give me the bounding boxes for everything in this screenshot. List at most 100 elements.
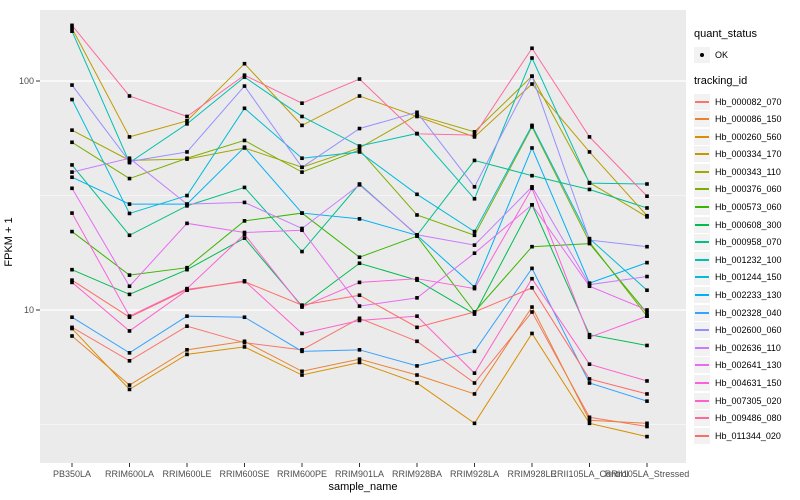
legend-item-label: Hb_000958_070 — [715, 237, 782, 248]
data-point — [300, 211, 304, 215]
data-point — [645, 206, 649, 210]
data-point — [530, 74, 534, 78]
data-point — [587, 362, 592, 366]
data-point — [185, 221, 189, 226]
legend-item-label: Hb_001232_100 — [715, 254, 782, 265]
data-point — [357, 304, 362, 308]
legend-line-swatch — [694, 339, 710, 356]
legend-quant-status-section: quant_status OK — [694, 28, 798, 63]
legend-item-Hb_002600_060: Hb_002600_060 — [694, 322, 798, 339]
legend-item-Hb_002328_040: Hb_002328_040 — [694, 304, 798, 321]
legend-item-Hb_000334_170: Hb_000334_170 — [694, 146, 798, 163]
legend-line-swatch — [694, 357, 710, 374]
data-point — [472, 392, 477, 396]
data-point — [357, 316, 362, 321]
data-point — [415, 373, 419, 377]
data-point — [530, 276, 534, 281]
data-point — [415, 339, 419, 344]
data-point — [472, 130, 477, 134]
data-point — [530, 82, 534, 86]
legend-line-swatch — [694, 427, 710, 444]
data-point — [242, 145, 247, 149]
data-point — [357, 77, 362, 81]
data-point — [127, 159, 132, 164]
legend-line-swatch — [694, 375, 710, 391]
data-point — [415, 113, 419, 117]
data-point — [300, 331, 304, 336]
data-point — [127, 383, 132, 387]
data-point — [300, 123, 304, 128]
data-point — [70, 326, 74, 331]
data-point — [415, 314, 419, 318]
data-point — [242, 200, 247, 205]
data-point — [242, 75, 247, 79]
legend-tracking-id-section: tracking_id Hb_000082_070 Hb_000086_150 Hb… — [694, 75, 798, 444]
x-tick-label: RRIM600LA — [105, 469, 154, 479]
legend-item-Hb_011344_020: Hb_011344_020 — [694, 427, 798, 444]
data-point — [530, 266, 534, 271]
data-point — [357, 150, 362, 154]
x-tick-label: RRIM600SE — [219, 469, 269, 479]
data-point — [185, 287, 189, 292]
data-point — [587, 181, 592, 185]
data-point — [645, 215, 649, 219]
data-point — [645, 421, 649, 426]
data-point — [530, 202, 534, 207]
data-point — [127, 387, 132, 392]
data-point — [357, 217, 362, 221]
data-point — [127, 359, 132, 363]
data-point — [472, 229, 477, 234]
data-point — [300, 373, 304, 377]
legend-item-label: Hb_002328_040 — [715, 307, 782, 318]
data-point — [127, 273, 132, 277]
data-point — [357, 261, 362, 266]
data-point — [415, 132, 419, 136]
data-point — [70, 278, 74, 282]
legend-item-label: Hb_002233_130 — [715, 290, 782, 301]
data-point — [472, 158, 477, 163]
data-point — [70, 315, 74, 320]
data-point — [242, 315, 247, 320]
y-axis-title: FPKM + 1 — [3, 217, 15, 267]
x-axis-title: sample_name — [328, 481, 398, 493]
data-point — [415, 213, 419, 217]
data-point — [127, 156, 132, 161]
data-point — [127, 284, 132, 289]
legend-item-label: Hb_000376_060 — [715, 184, 782, 195]
data-point — [587, 335, 592, 340]
data-point — [415, 381, 419, 385]
data-point — [70, 334, 74, 338]
data-point — [357, 348, 362, 352]
x-tick-label: RRIM600PE — [277, 469, 327, 479]
data-point — [185, 267, 189, 272]
data-point — [300, 156, 304, 161]
legend-item-label: Hb_011344_020 — [715, 430, 781, 441]
data-point — [185, 348, 189, 352]
data-point — [70, 186, 74, 191]
data-point — [645, 244, 649, 249]
data-point — [127, 176, 132, 181]
legend-line-swatch — [694, 304, 710, 321]
data-point — [530, 186, 534, 191]
data-point — [587, 415, 592, 420]
data-point — [357, 357, 362, 361]
data-point — [357, 146, 362, 150]
data-point — [357, 280, 362, 285]
legend-line-swatch — [694, 93, 710, 110]
data-point — [357, 144, 362, 148]
data-point — [127, 329, 132, 333]
legend-item-Hb_001232_100: Hb_001232_100 — [694, 251, 798, 268]
data-point — [357, 183, 362, 187]
legend-item-label: Hb_000608_300 — [715, 219, 782, 230]
legend-item-label: Hb_009486_080 — [715, 413, 782, 424]
data-point — [645, 343, 649, 348]
legend-item-label: Hb_002636_110 — [715, 342, 781, 353]
data-point — [472, 196, 477, 201]
data-point — [472, 421, 477, 426]
legend-series-items: Hb_000082_070 Hb_000086_150 Hb_000260_560 H… — [694, 93, 798, 444]
data-point — [530, 331, 534, 336]
data-point — [242, 73, 247, 78]
data-point — [587, 150, 592, 154]
data-point — [415, 325, 419, 330]
